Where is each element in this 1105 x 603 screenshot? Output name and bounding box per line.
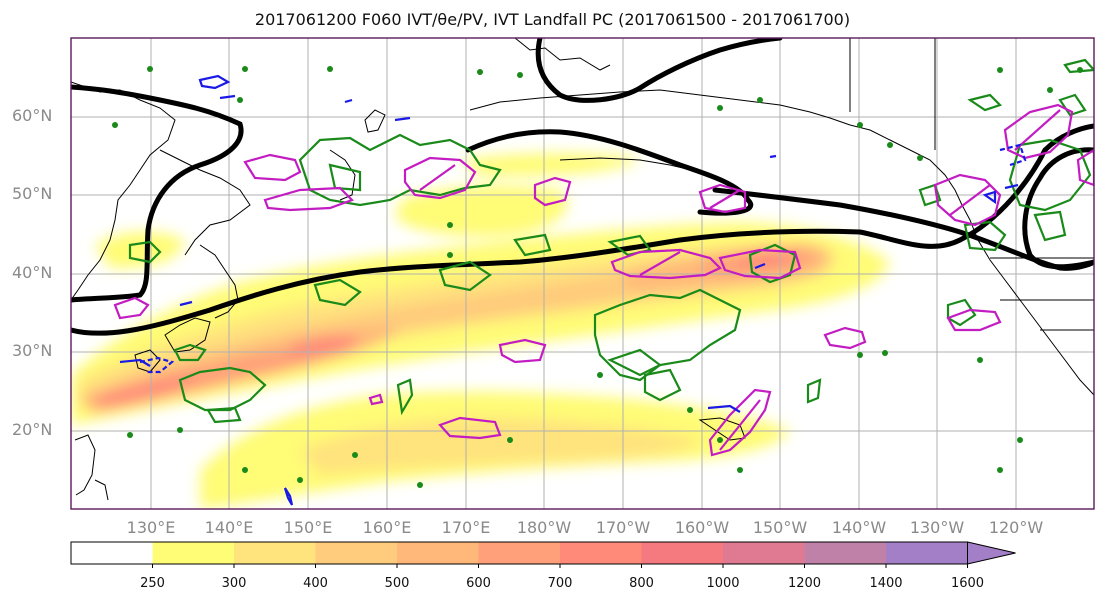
lon-label-170w: 170°W bbox=[595, 518, 651, 537]
colorbar-tick-label: 700 bbox=[547, 576, 573, 591]
lon-label-160w: 160°W bbox=[674, 518, 730, 537]
lon-label-150w: 150°W bbox=[752, 518, 808, 537]
lon-label-120w: 120°W bbox=[988, 518, 1044, 537]
colorbar-tick-label: 250 bbox=[140, 576, 165, 591]
colorbar-tick-label: 1000 bbox=[706, 576, 740, 591]
theta-e-contours bbox=[128, 58, 1094, 424]
theta-e-small-features bbox=[112, 66, 1083, 488]
colorbar-segment bbox=[478, 542, 561, 564]
lat-label-20n: 20°N bbox=[12, 420, 53, 439]
lon-label-130e: 130°E bbox=[126, 518, 176, 537]
colorbar-tick-label: 600 bbox=[466, 576, 491, 591]
colorbar-segment bbox=[804, 542, 887, 564]
colorbar-segment bbox=[560, 542, 642, 564]
lon-label-150e: 150°E bbox=[283, 518, 333, 537]
colorbar-outline bbox=[70, 541, 968, 565]
lon-label-180w: 180°W bbox=[516, 518, 572, 537]
blue-contours bbox=[119, 74, 1027, 506]
colorbar-segment bbox=[641, 542, 724, 564]
colorbar-tick-label: 1600 bbox=[950, 576, 985, 591]
lat-label-50n: 50°N bbox=[12, 184, 53, 203]
lat-label-40n: 40°N bbox=[12, 263, 53, 282]
colorbar-tick-label: 400 bbox=[303, 576, 328, 591]
colorbar bbox=[70, 541, 1016, 568]
colorbar-tick-label: 1200 bbox=[787, 576, 822, 591]
colorbar-segment bbox=[886, 542, 968, 564]
colorbar-tick-label: 300 bbox=[221, 576, 247, 591]
colorbar-tick-label: 500 bbox=[384, 576, 410, 591]
pv-contours bbox=[113, 103, 1094, 457]
lon-label-160e: 160°E bbox=[362, 518, 412, 537]
lon-label-130w: 130°W bbox=[909, 518, 965, 537]
colorbar-segment bbox=[152, 542, 235, 564]
colorbar-extend-arrow bbox=[967, 541, 1016, 565]
lat-label-60n: 60°N bbox=[12, 106, 53, 125]
ivt-filled-field bbox=[71, 153, 890, 509]
colorbar-tick-label: 1400 bbox=[869, 576, 903, 591]
colorbar-segment bbox=[71, 542, 153, 564]
colorbar-segment bbox=[723, 542, 805, 564]
lon-label-170e: 170°E bbox=[441, 518, 491, 537]
lon-label-140e: 140°E bbox=[204, 518, 254, 537]
plot-title: 2017061200 F060 IVT/θe/PV, IVT Landfall … bbox=[254, 10, 851, 29]
lat-label-30n: 30°N bbox=[12, 341, 53, 360]
colorbar-tick-label: 800 bbox=[629, 576, 654, 591]
map-frame bbox=[70, 37, 1095, 510]
lon-label-140w: 140°W bbox=[831, 518, 887, 537]
colorbar-segment bbox=[315, 542, 398, 564]
colorbar-segment bbox=[397, 542, 479, 564]
colorbar-segment bbox=[234, 542, 316, 564]
